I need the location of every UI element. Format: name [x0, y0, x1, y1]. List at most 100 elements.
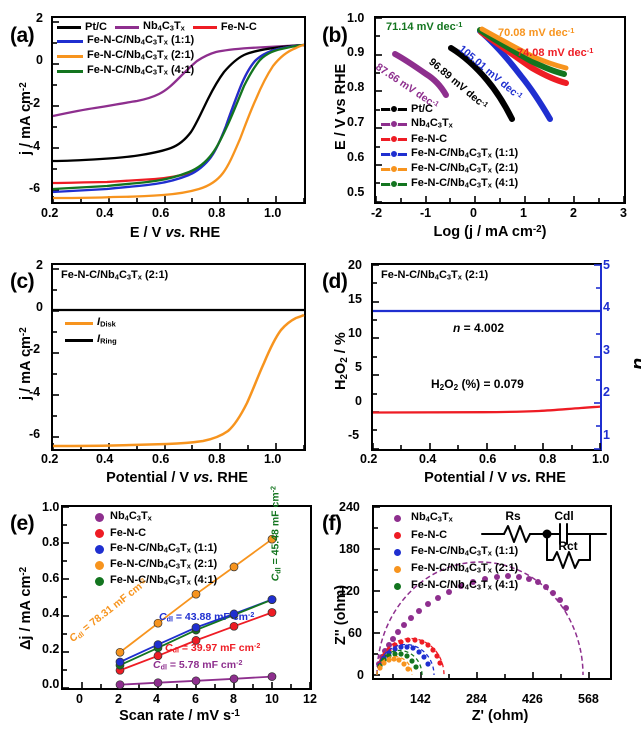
legend-row-21: Fe-N-C/Nb4C3Tx (2:1) [57, 49, 257, 63]
panel-b-xtick-m2: -2 [371, 206, 383, 220]
circuit-label-rct: Rct [558, 539, 577, 553]
panel-f-xtick-284: 284 [466, 692, 487, 706]
panel-e-xtick-0: 0 [76, 692, 83, 706]
panel-a-ytick-m4: -4 [29, 139, 41, 153]
panel-d-rytick-1: 1 [603, 428, 610, 442]
panel-a-xtick-06: 0.6 [152, 206, 170, 220]
panel-b-annot-4-1: 71.14 mV dec-1 [386, 20, 463, 34]
panel-b-ytick-08: 0.8 [347, 80, 365, 94]
legend-row-ring: IRing [65, 332, 117, 348]
panel-c-ytick-2: 2 [36, 258, 43, 272]
legend-swatch-nb4c3tx [115, 25, 139, 29]
h2o2-line [372, 405, 601, 414]
panel-a-xtick-08: 0.8 [208, 206, 226, 220]
panel-b-xtick-0: 0 [470, 206, 477, 220]
panel-e-svg [63, 506, 311, 690]
legend-swatch-21 [381, 165, 407, 173]
legend-swatch-21 [57, 54, 83, 58]
legend-label-21: Fe-N-C/Nb4C3Tx (2:1) [87, 48, 195, 62]
panel-e-ytick-06: 0.6 [42, 571, 60, 585]
legend-label-41: Fe-N-C/Nb4C3Tx (4:1) [411, 176, 519, 190]
legend-label-nb4c3tx: Nb4C3Tx [411, 510, 453, 524]
legend-row-41: Fe-N-C/Nb4C3Tx (4:1) [381, 177, 518, 191]
panel-f-xtick-142: 142 [410, 692, 431, 706]
panel-d-plot-area: Fe-N-C/Nb4C3Tx (2:1) n = 4.002 H2O2 (%) … [371, 263, 602, 451]
panel-d-ytick-10: 10 [348, 326, 362, 340]
legend-swatch-nb4c3tx [381, 120, 407, 128]
panel-b-annot-2-1: 70.08 mV dec-1 [498, 26, 575, 40]
panel-d-ytick-20: 20 [348, 258, 362, 272]
legend-dot-fenc [394, 531, 401, 539]
legend-label-21: Fe-N-C/Nb4C3Tx (2:1) [110, 558, 218, 571]
panel-d-rytick-3: 3 [603, 343, 610, 357]
legend-label-ptc: Pt/C [411, 102, 433, 115]
legend-label-21: Fe-N-C/Nb4C3Tx (2:1) [411, 561, 519, 575]
panel-b-ytick-06: 0.6 [347, 150, 365, 164]
panel-c-ytick-m6: -6 [29, 427, 41, 441]
panel-d-rytick-5: 5 [603, 258, 610, 272]
legend-row-disk: IDisk [65, 315, 117, 331]
panel-f-label: (f) [322, 512, 342, 535]
legend-row-11: Fe-N-C/Nb4C3Tx (1:1) [381, 147, 518, 161]
legend-row-41: Fe-N-C/Nb4C3Tx (4:1) [95, 574, 217, 589]
panel-d-rytick-4: 4 [603, 300, 610, 314]
panel-d-annot-n: n = 4.002 [453, 321, 505, 335]
panel-e-plot-area: Nb4C3Tx Fe-N-C Fe-N-C/Nb4C3Tx (1:1) Fe-N… [61, 486, 312, 690]
panel-a-xtick-10: 1.0 [264, 206, 282, 220]
panel-d-xtick-10: 1.0 [592, 452, 610, 466]
panel-a-svg [52, 21, 305, 202]
panel-f-plot-area: Rs Cdl Rct Nb4C3Tx Fe-N-C Fe-N-C/Nb4C3Tx… [372, 505, 612, 680]
panel-a-label: (a) [10, 24, 35, 47]
panel-e-xtick-4: 4 [153, 692, 160, 706]
panel-c-xlabel: Potential / V vs. RHE [106, 470, 248, 486]
panel-e-xtick-12: 12 [303, 692, 317, 706]
panel-b-svg [375, 17, 625, 203]
legend-dot-21 [394, 565, 401, 573]
legend-row-21: Fe-N-C/Nb4C3Tx (2:1) [388, 561, 518, 577]
panel-b-label: (b) [322, 24, 348, 47]
panel-c-xtick-08: 0.8 [208, 452, 226, 466]
legend-row-21: Fe-N-C/Nb4C3Tx (2:1) [381, 162, 518, 176]
legend-label-21: Fe-N-C/Nb4C3Tx (2:1) [411, 161, 519, 175]
panel-c-xtick-06: 0.6 [152, 452, 170, 466]
panel-d-xtick-02: 0.2 [360, 452, 378, 466]
panel-f-ytick-120: 120 [339, 584, 360, 598]
panel-a-plot-area: Pt/C Nb4C3Tx Fe-N-C Fe-N-C/Nb4C3Tx (1:1)… [51, 16, 306, 204]
panel-b-legend: Pt/C Nb4C3Tx Fe-N-C Fe-N-C/Nb4C3Tx (1:1)… [381, 102, 518, 192]
legend-dot-41 [394, 582, 401, 590]
panel-b-xtick-3: 3 [620, 206, 627, 220]
legend-dot-fenc [95, 529, 104, 538]
panel-b-ylabel: E / V vs RHE [333, 63, 349, 150]
panel-e-ytick-02: 0.2 [42, 642, 60, 656]
panel-a-xtick-04: 0.4 [96, 206, 114, 220]
legend-row-fenc: Fe-N-C [381, 132, 518, 146]
panel-d-xtick-06: 0.6 [479, 452, 497, 466]
panel-b-plot-area: 71.14 mV dec-1 70.08 mV dec-1 74.08 mV d… [373, 16, 626, 204]
panel-e-xlabel: Scan rate / mV s-1 [119, 708, 240, 725]
legend-label-fenc: Fe-N-C [220, 20, 257, 33]
panel-b-xtick-2: 2 [570, 206, 577, 220]
legend-label-fenc: Fe-N-C [411, 132, 448, 145]
legend-label-ptc: Pt/C [85, 20, 107, 33]
legend-row-nb4c3tx: Nb4C3Tx [381, 117, 518, 131]
legend-label-11: Fe-N-C/Nb4C3Tx (1:1) [110, 542, 218, 555]
panel-c-xtick-04: 0.4 [96, 452, 114, 466]
legend-label-41: Fe-N-C/Nb4C3Tx (4:1) [110, 574, 218, 587]
legend-swatch-11 [57, 39, 83, 43]
panel-a-xtick-02: 0.2 [41, 206, 59, 220]
panel-f-ytick-60: 60 [348, 626, 362, 640]
panel-b-ytick-09: 0.9 [347, 45, 365, 59]
panel-e-xtick-2: 2 [115, 692, 122, 706]
legend-row-41: Fe-N-C/Nb4C3Tx (4:1) [57, 64, 257, 78]
panel-d-xtick-08: 0.8 [539, 452, 557, 466]
panel-e-ytick-04: 0.4 [42, 606, 60, 620]
legend-label-41: Fe-N-C/Nb4C3Tx (4:1) [87, 63, 195, 77]
panel-a-xlabel: E / V vs. RHE [129, 225, 221, 241]
panel-c-ytick-m2: -2 [29, 342, 41, 356]
panel-d-rytick-2: 2 [603, 385, 610, 399]
panel-f-ytick-240: 240 [339, 500, 360, 514]
legend-swatch-fenc [192, 25, 217, 29]
legend-row-41: Fe-N-C/Nb4C3Tx (4:1) [388, 578, 518, 594]
panel-b-xtick-m1: -1 [420, 206, 432, 220]
